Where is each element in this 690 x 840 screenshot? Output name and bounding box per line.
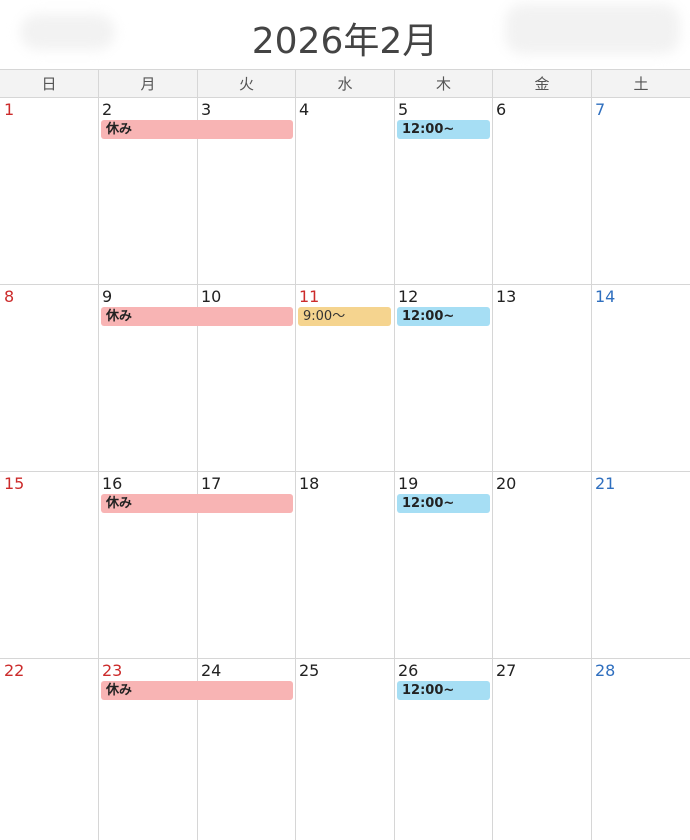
day-cell-28[interactable]: 28 [595,661,616,680]
day-cell-4[interactable]: 4 [299,100,310,119]
weekday-fri: 金 [492,70,591,98]
day-cell-21[interactable]: 21 [595,474,616,493]
day-cell-22[interactable]: 22 [4,661,25,680]
grid-divider [0,658,690,659]
month-title: 2026年2月 [251,21,439,62]
day-cell-23[interactable]: 23 [102,661,123,680]
day-cell-13[interactable]: 13 [496,287,517,306]
day-cell-11[interactable]: 11 [299,287,320,306]
event-rest[interactable]: 休み [101,307,293,326]
event-time[interactable]: 12:00~ [397,681,490,700]
event-time[interactable]: 12:00~ [397,120,490,139]
grid-divider [0,284,690,285]
event-rest[interactable]: 休み [101,681,293,700]
day-cell-15[interactable]: 15 [4,474,25,493]
day-cell-12[interactable]: 12 [398,287,419,306]
event-time[interactable]: 12:00~ [397,307,490,326]
day-cell-17[interactable]: 17 [201,474,222,493]
weekday-header: 日 月 火 水 木 金 土 [0,69,690,98]
grid-divider [394,98,395,840]
weekday-thu: 木 [394,70,492,98]
weekday-sat: 土 [591,70,690,98]
weekday-wed: 水 [295,70,394,98]
event-rest[interactable]: 休み [101,120,293,139]
weekday-tue: 火 [197,70,295,98]
month-grid: 1 2 3 4 5 6 7 休み 12:00~ 8 9 10 11 12 13 … [0,98,690,840]
day-cell-18[interactable]: 18 [299,474,320,493]
day-cell-3[interactable]: 3 [201,100,212,119]
day-cell-8[interactable]: 8 [4,287,15,306]
blurred-right-control [505,4,680,54]
day-cell-14[interactable]: 14 [595,287,616,306]
calendar-header: 2026年2月 [0,0,690,69]
event-morning[interactable]: 9:00～ [298,307,391,326]
day-cell-2[interactable]: 2 [102,100,113,119]
weekday-mon: 月 [98,70,197,98]
blurred-left-control [20,14,115,50]
day-cell-1[interactable]: 1 [4,100,15,119]
day-cell-24[interactable]: 24 [201,661,222,680]
day-cell-5[interactable]: 5 [398,100,409,119]
grid-divider [0,471,690,472]
event-time[interactable]: 12:00~ [397,494,490,513]
weekday-sun: 日 [41,75,57,93]
grid-divider [591,98,592,840]
day-cell-7[interactable]: 7 [595,100,606,119]
day-cell-19[interactable]: 19 [398,474,419,493]
day-cell-20[interactable]: 20 [496,474,517,493]
day-cell-10[interactable]: 10 [201,287,222,306]
day-cell-27[interactable]: 27 [496,661,517,680]
day-cell-9[interactable]: 9 [102,287,113,306]
day-cell-26[interactable]: 26 [398,661,419,680]
day-cell-25[interactable]: 25 [299,661,320,680]
day-cell-16[interactable]: 16 [102,474,123,493]
grid-divider [197,98,198,840]
event-rest[interactable]: 休み [101,494,293,513]
day-cell-6[interactable]: 6 [496,100,507,119]
grid-divider [98,98,99,840]
grid-divider [492,98,493,840]
grid-divider [295,98,296,840]
